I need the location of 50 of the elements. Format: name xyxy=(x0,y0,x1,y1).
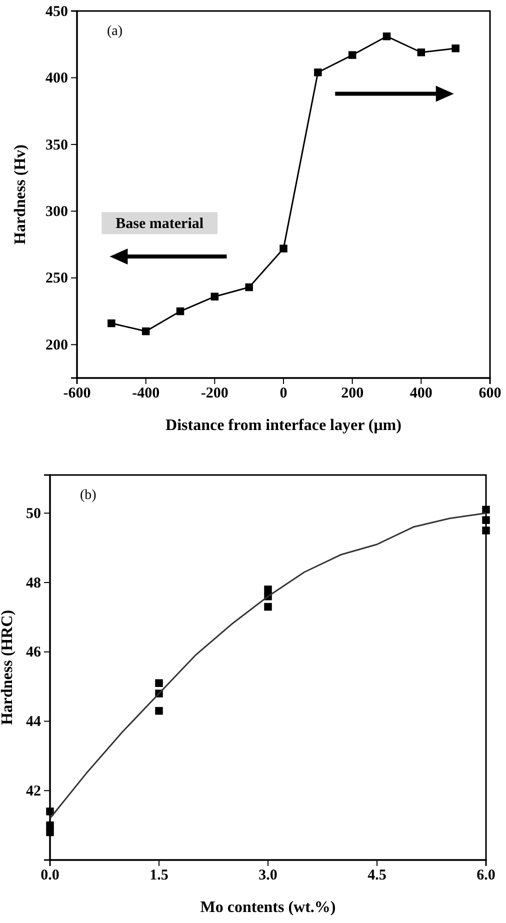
y-tick-label: 42 xyxy=(26,783,41,800)
x-tick-label: 0.0 xyxy=(40,868,60,884)
point xyxy=(142,327,150,336)
annotation: (a) xyxy=(107,24,123,39)
y-axis-title: Hardness (Hv) xyxy=(12,144,29,244)
point xyxy=(108,319,116,328)
x-axis-title: Mo contents (wt.%) xyxy=(200,899,336,916)
point xyxy=(155,706,163,715)
x-tick-label: 6.0 xyxy=(476,868,496,884)
annotation: (b) xyxy=(80,488,97,503)
point xyxy=(314,68,322,76)
point xyxy=(245,283,253,292)
point xyxy=(452,44,460,52)
x-tick-label: 200 xyxy=(341,386,364,402)
x-tick-label: 3.0 xyxy=(258,868,278,884)
x-tick-label: 1.5 xyxy=(150,868,168,884)
y-axis-title: Hardness (HRC) xyxy=(0,610,16,726)
point xyxy=(482,516,490,524)
point xyxy=(482,506,490,514)
point xyxy=(176,307,184,316)
y-tick-label: 450 xyxy=(46,4,68,20)
x-tick-label: 0 xyxy=(280,386,288,402)
x-tick-label: -200 xyxy=(200,386,228,402)
x-tick-label: -400 xyxy=(132,386,160,402)
y-tick-label: 400 xyxy=(46,70,68,87)
point xyxy=(46,828,54,836)
point xyxy=(417,48,426,56)
y-tick-label: 350 xyxy=(46,137,68,154)
x-tick-label: 400 xyxy=(410,386,432,402)
point xyxy=(46,808,54,816)
y-tick-label: 48 xyxy=(26,575,41,592)
point xyxy=(264,602,272,611)
y-tick-label: 300 xyxy=(46,204,68,220)
annotation: Base material xyxy=(116,216,204,232)
point xyxy=(280,244,288,252)
point xyxy=(382,32,391,40)
point xyxy=(348,51,356,59)
point xyxy=(155,679,163,687)
x-axis-title: Distance from interface layer (μm) xyxy=(166,417,402,434)
x-tick-label: -600 xyxy=(63,386,91,402)
y-tick-label: 200 xyxy=(46,337,68,354)
y-tick-label: 44 xyxy=(26,714,42,730)
y-tick-label: 46 xyxy=(26,644,42,661)
y-tick-label: 50 xyxy=(26,506,41,522)
point xyxy=(210,292,219,300)
point xyxy=(46,821,54,830)
y-tick-label: 250 xyxy=(46,270,68,287)
x-tick-label: 600 xyxy=(478,386,502,402)
point xyxy=(482,526,490,534)
x-tick-label: 4.5 xyxy=(368,868,386,884)
